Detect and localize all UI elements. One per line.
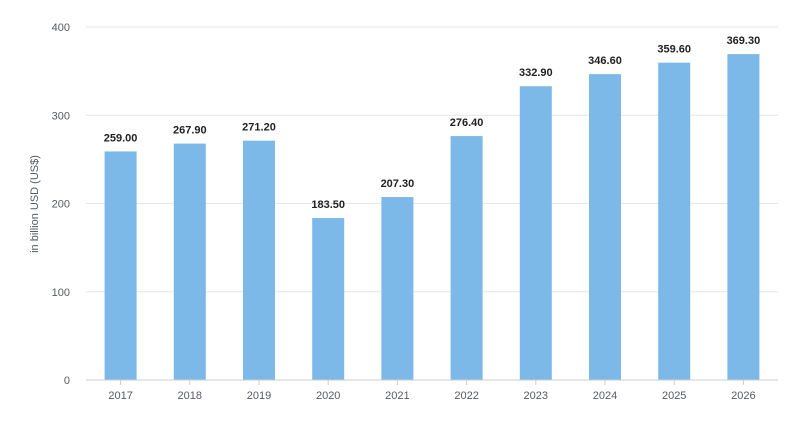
y-tick-label: 300 (52, 110, 70, 122)
data-label-2022: 276.40 (450, 117, 484, 129)
bar-2024[interactable] (589, 74, 621, 381)
data-label-2018: 267.90 (173, 125, 207, 137)
data-label-2025: 359.60 (657, 44, 691, 56)
bar-2022[interactable] (450, 136, 483, 380)
x-tick-label-2017: 2017 (108, 390, 132, 402)
data-label-2024: 346.60 (588, 55, 622, 67)
data-labels: 259.00 267.90 271.20 183.50 207.30 276.40 332.… (104, 35, 760, 211)
x-tick-label-2018: 2018 (178, 390, 202, 402)
data-label-2026: 369.30 (727, 35, 761, 47)
y-axis-ticks: 0 100 200 300 400 (52, 22, 70, 387)
bar-2023[interactable] (519, 86, 552, 380)
x-axis-ticks: 2017 2018 2019 2020 2021 2022 2023 2024 2025 2026 (108, 380, 756, 402)
data-label-2020: 183.50 (311, 199, 345, 211)
x-tick-label-2024: 2024 (593, 390, 617, 402)
data-label-2021: 207.30 (381, 178, 415, 190)
y-tick-label: 400 (52, 22, 70, 34)
x-tick-label-2019: 2019 (247, 390, 271, 402)
x-tick-label-2026: 2026 (731, 390, 755, 402)
bars (104, 54, 760, 381)
x-tick-label-2020: 2020 (316, 390, 340, 402)
y-tick-label: 0 (64, 375, 70, 387)
bar-2025[interactable] (658, 62, 691, 380)
y-tick-label: 200 (52, 199, 70, 211)
bar-2020[interactable] (312, 218, 345, 380)
bar-2021[interactable] (381, 197, 414, 380)
x-tick-label-2025: 2025 (662, 390, 686, 402)
bar-2017[interactable] (104, 151, 137, 380)
x-tick-label-2022: 2022 (454, 390, 478, 402)
x-tick-label-2021: 2021 (385, 390, 409, 402)
y-tick-label: 100 (52, 287, 70, 299)
bar-2019[interactable] (243, 140, 275, 380)
y-axis-title: in billion USD (US$) (29, 155, 41, 253)
bar-2018[interactable] (173, 143, 206, 380)
data-label-2017: 259.00 (104, 132, 138, 144)
data-label-2023: 332.90 (519, 67, 553, 79)
data-label-2019: 271.20 (242, 122, 276, 134)
x-tick-label-2023: 2023 (524, 390, 548, 402)
bar-2026[interactable] (727, 54, 760, 381)
